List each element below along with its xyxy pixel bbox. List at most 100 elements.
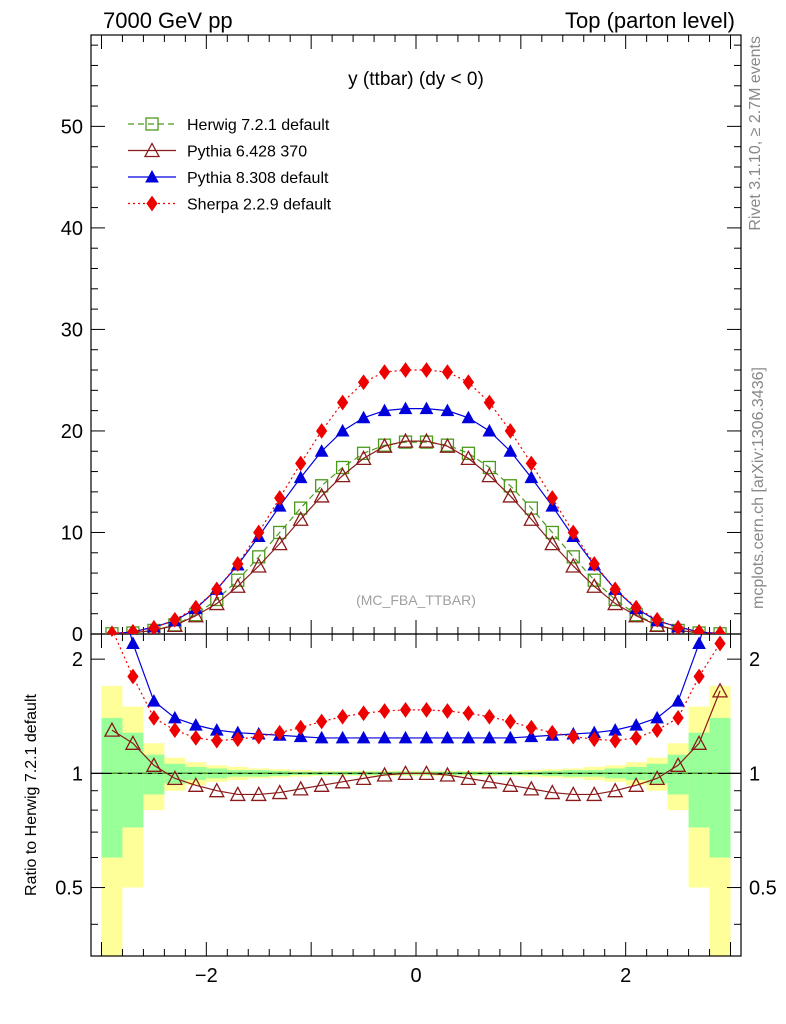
ratio-point-pythia8	[503, 730, 518, 744]
data-point-sherpa	[295, 455, 307, 472]
ratio-point-pythia6	[103, 721, 121, 737]
series-line-pythia6	[111, 440, 721, 634]
legend-marker-pythia6	[143, 142, 161, 158]
data-point-herwig	[461, 446, 476, 460]
data-point-herwig	[356, 446, 371, 460]
ratio-point-pythia6	[481, 773, 498, 789]
data-point-sherpa	[357, 374, 370, 391]
ratio-y-tick-label: 0.5	[55, 878, 83, 900]
ratio-point-pythia8	[629, 718, 644, 731]
ratio-point-pythia6	[376, 766, 393, 782]
ratio-point-pythia6	[313, 776, 330, 792]
data-point-pythia6	[544, 535, 561, 551]
ratio-point-pythia8	[419, 730, 434, 744]
ratio-point-pythia6	[418, 764, 435, 781]
ratio-y-tick-label: 1	[72, 763, 83, 785]
ratio-point-pythia8	[314, 730, 329, 744]
data-point-sherpa	[441, 364, 454, 380]
ratio-point-sherpa	[316, 713, 328, 730]
ratio-plot-frame	[90, 633, 742, 957]
ratio-point-pythia8	[461, 730, 476, 744]
ratio-point-sherpa	[336, 708, 349, 725]
data-point-pythia6	[523, 510, 540, 526]
data-point-sherpa	[462, 374, 475, 391]
ratio-point-pythia8	[440, 730, 455, 744]
ratio-point-sherpa	[588, 731, 600, 748]
data-point-herwig	[273, 525, 287, 540]
ratio-point-pythia6	[271, 784, 288, 800]
analysis-watermark: (MC_FBA_TTBAR)	[356, 592, 476, 608]
data-point-sherpa	[546, 490, 558, 506]
ratio-point-pythia8	[335, 730, 350, 744]
ratio-point-sherpa	[672, 710, 684, 726]
ratio-point-sherpa	[148, 710, 160, 726]
data-point-sherpa	[106, 625, 118, 634]
band-inner-bin	[122, 732, 144, 828]
data-point-herwig	[524, 501, 538, 515]
ratio-point-pythia6	[208, 782, 225, 798]
ratio-point-pythia6	[334, 773, 351, 789]
data-point-pythia6	[229, 577, 246, 593]
main-y-tick-label: 10	[61, 522, 83, 544]
data-point-sherpa	[148, 620, 160, 634]
ratio-point-pythia6	[355, 769, 372, 786]
ratio-point-sherpa	[399, 702, 412, 718]
ratio-point-pythia6	[586, 786, 603, 802]
ratio-point-pythia8	[106, 561, 118, 572]
ratio-point-pythia6	[523, 780, 540, 796]
ratio-point-pythia6	[607, 782, 624, 798]
data-point-sherpa	[253, 524, 265, 541]
legend-marker-pythia8	[145, 169, 159, 183]
data-point-pythia6	[187, 607, 204, 623]
data-point-pythia6	[460, 449, 477, 466]
ratio-point-sherpa	[609, 732, 621, 749]
header-right: Top (parton level)	[565, 8, 735, 33]
data-point-sherpa	[420, 362, 433, 378]
data-point-pythia6	[334, 467, 351, 483]
ratio-y-tick-label: 2	[72, 649, 83, 671]
ratio-point-sherpa	[714, 635, 726, 652]
data-point-sherpa	[525, 455, 537, 472]
data-point-pythia6	[628, 607, 645, 623]
data-point-pythia6	[397, 432, 414, 448]
ratio-point-sherpa	[525, 719, 537, 736]
data-point-pythia6	[439, 437, 456, 453]
ratio-point-sherpa	[441, 703, 454, 719]
legend-marker-herwig	[145, 117, 159, 131]
ratio-point-sherpa	[253, 728, 265, 745]
rivet-label: Rivet 3.1.10, ≥ 2.7M events	[747, 36, 764, 231]
legend: Herwig 7.2.1 default Pythia 6.428 370 Pyth…	[128, 117, 332, 214]
data-point-herwig	[566, 550, 580, 564]
band-inner-bin	[688, 732, 710, 828]
main-y-tick-label: 50	[61, 116, 83, 138]
data-point-sherpa	[651, 611, 663, 628]
ratio-point-pythia6	[670, 756, 687, 772]
data-point-pythia8	[335, 423, 350, 437]
data-point-pythia8	[503, 444, 518, 457]
ratio-point-pythia8	[168, 710, 182, 724]
data-point-sherpa	[567, 524, 579, 541]
legend-label-pythia6: Pythia 6.428 370	[187, 144, 307, 161]
ratio-point-pythia6	[229, 786, 246, 802]
data-point-pythia6	[313, 487, 330, 503]
ratio-point-pythia8	[650, 710, 664, 724]
axis-tick-labels: 0 10 20 30 40 50 0.5 0.5 1 1 2 2 −2 0 2	[55, 116, 777, 987]
data-point-sherpa	[378, 364, 391, 380]
ratio-point-pythia6	[187, 776, 204, 792]
data-point-sherpa	[211, 581, 223, 598]
ratio-y-tick-label-right: 1	[749, 763, 760, 785]
data-point-herwig	[503, 479, 518, 493]
ratio-point-pythia6	[628, 776, 645, 792]
data-point-sherpa	[672, 620, 684, 634]
ratio-point-sherpa	[190, 730, 202, 746]
ratio-point-pythia6	[292, 780, 309, 796]
band-inner-bin	[143, 754, 165, 795]
ratio-point-sherpa	[483, 708, 496, 725]
ratio-point-pythia8	[356, 730, 371, 744]
data-point-herwig	[294, 501, 308, 515]
data-point-pythia8	[293, 470, 308, 484]
main-y-tick-label: 40	[61, 218, 83, 240]
data-point-sherpa	[316, 423, 328, 439]
data-point-sherpa	[399, 362, 412, 378]
data-point-sherpa	[483, 394, 496, 411]
